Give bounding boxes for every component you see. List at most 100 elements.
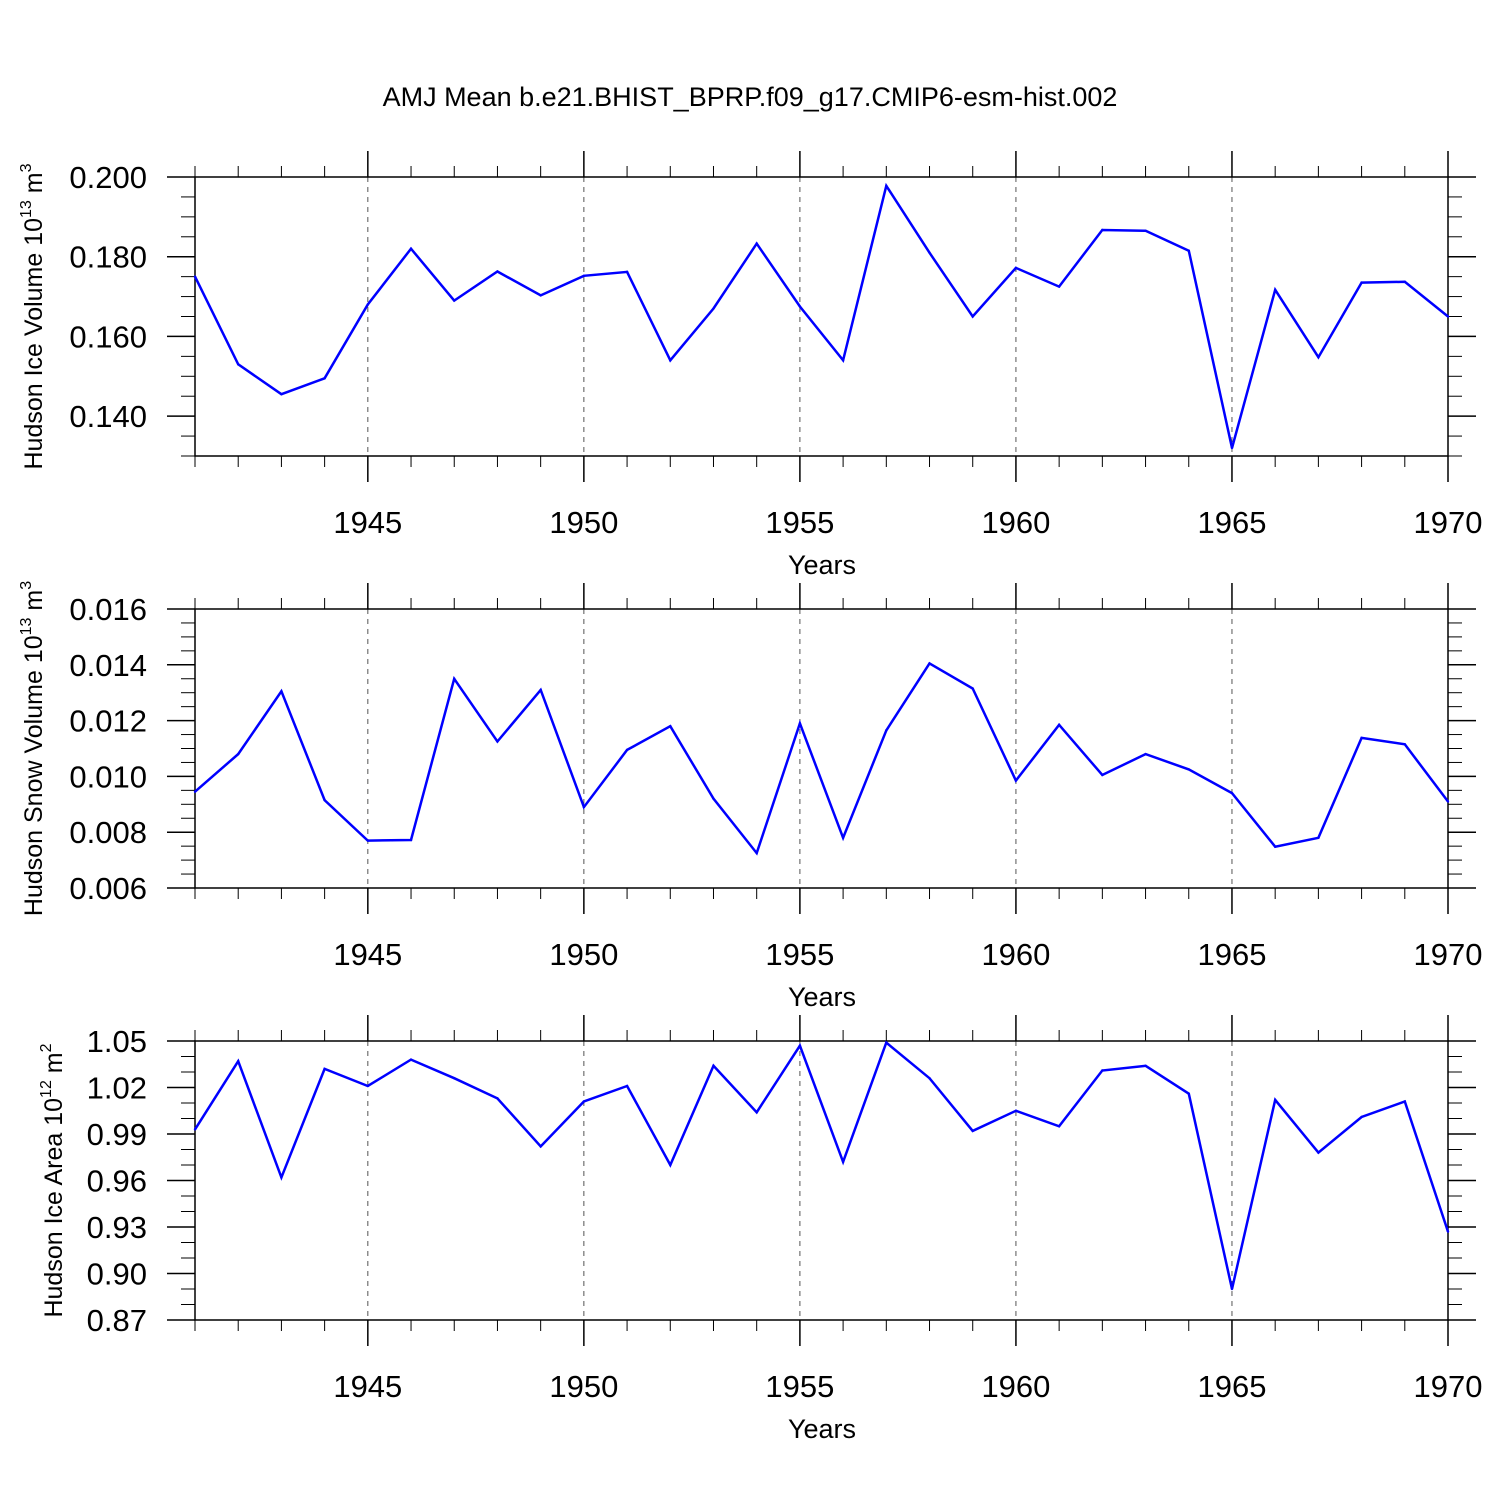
data-point: [1403, 280, 1406, 284]
x-tick-label: 1970: [1414, 505, 1483, 540]
data-point: [453, 299, 456, 302]
data-point: [755, 1111, 758, 1114]
plot-frame: [194, 608, 1449, 889]
data-point: [453, 1077, 456, 1080]
data-point: [193, 1128, 197, 1131]
x-tick-label: 1945: [333, 505, 402, 540]
data-point: [366, 1084, 370, 1088]
data-point: [1230, 446, 1234, 450]
y-axis-label: Hudson Ice Area 1012 m2: [38, 1043, 68, 1317]
data-point: [798, 305, 802, 308]
x-tick-label: 1960: [981, 1369, 1050, 1404]
x-tick-label: 1950: [549, 1369, 618, 1404]
data-point: [1403, 1100, 1406, 1103]
data-point: [582, 1100, 586, 1103]
data-point: [280, 1176, 283, 1179]
y-tick-label: 0.008: [69, 815, 147, 850]
data-point: [496, 1097, 499, 1100]
x-axis-label: Years: [788, 982, 856, 1012]
y-tick-label: 0.99: [87, 1117, 147, 1152]
x-tick-label: 1955: [765, 505, 834, 540]
data-point: [1101, 1069, 1104, 1072]
data-point: [669, 724, 672, 728]
data-point: [496, 740, 499, 743]
data-point: [798, 1044, 802, 1047]
x-tick-label: 1960: [981, 937, 1050, 972]
data-point: [409, 247, 413, 250]
data-point: [1014, 1109, 1018, 1112]
data-point: [1446, 800, 1450, 803]
plot-frame: [194, 176, 1449, 457]
y-tick-label: 0.160: [69, 319, 147, 354]
data-point: [1144, 229, 1147, 233]
data-point: [625, 748, 629, 752]
data-point: [1317, 355, 1320, 359]
x-tick-label: 1970: [1414, 1369, 1483, 1404]
data-point: [712, 1064, 715, 1068]
y-tick-label: 0.016: [69, 592, 147, 627]
y-axis-label: Hudson Snow Volume 1013 m3: [18, 581, 48, 916]
chart-panel-1: 0.140 0.160 0.180 0.200 1945 1950 1955 1960 1965…: [18, 151, 1482, 580]
data-point: [1446, 1230, 1450, 1233]
data-point: [712, 307, 715, 310]
data-point: [409, 1058, 413, 1061]
y-tick-label: 0.90: [87, 1257, 147, 1292]
data-point: [193, 790, 197, 793]
data-point: [1144, 752, 1147, 756]
data-point: [1187, 249, 1190, 252]
data-point: [323, 377, 326, 380]
data-point: [841, 1160, 845, 1164]
data-point: [237, 1059, 240, 1063]
x-axis-label: Years: [788, 550, 856, 580]
data-point: [366, 839, 370, 842]
x-axis-label: Years: [788, 1414, 856, 1444]
data-point: [625, 270, 629, 274]
x-tick-label: 1965: [1197, 1369, 1266, 1404]
data-point: [971, 315, 974, 318]
x-tick-label: 1950: [549, 937, 618, 972]
data-point: [323, 798, 326, 802]
data-point: [625, 1084, 629, 1088]
data-point: [928, 1077, 931, 1080]
data-point: [1317, 836, 1320, 839]
data-point: [971, 1129, 974, 1133]
x-tick-label: 1955: [765, 937, 834, 972]
data-point: [1273, 845, 1277, 848]
x-tick-label: 1950: [549, 505, 618, 540]
data-point: [971, 687, 974, 690]
data-point: [1101, 773, 1104, 777]
data-series-line: [193, 1040, 1450, 1290]
data-point: [539, 294, 542, 297]
figure-title: AMJ Mean b.e21.BHIST_BPRP.f09_g17.CMIP6-…: [383, 82, 1118, 112]
x-tick-label: 1965: [1197, 505, 1266, 540]
data-point: [928, 662, 931, 665]
data-point: [409, 838, 413, 842]
chart-panel-2: 0.006 0.008 0.010 0.012 0.014 0.016 1945 1950 19…: [18, 581, 1482, 1012]
x-tick-label: 1945: [333, 1369, 402, 1404]
y-tick-label: 0.180: [69, 240, 147, 275]
data-point: [1403, 743, 1406, 746]
y-tick-label: 0.200: [69, 160, 147, 195]
data-point: [1101, 228, 1104, 232]
data-point: [280, 690, 283, 693]
x-tick-label: 1955: [765, 1369, 834, 1404]
data-point: [1230, 1287, 1234, 1291]
data-point: [885, 1041, 888, 1044]
y-tick-label: 0.014: [69, 648, 147, 683]
chart-panel-3: 0.87 0.90 0.93 0.96 0.99 1.02 1.05 1945 1950 1955…: [38, 1015, 1482, 1444]
y-tick-label: 0.012: [69, 704, 147, 739]
data-point: [453, 677, 456, 680]
data-point: [1057, 285, 1061, 288]
data-point: [885, 729, 888, 732]
y-tick-label: 0.140: [69, 399, 147, 434]
data-series-line: [193, 182, 1449, 449]
data-point: [1187, 1092, 1190, 1095]
y-tick-label: 0.010: [69, 759, 147, 794]
data-point: [1014, 779, 1018, 782]
data-point: [496, 270, 499, 273]
y-tick-label: 1.05: [87, 1024, 147, 1059]
data-point: [1360, 736, 1363, 740]
x-tick-label: 1960: [981, 505, 1050, 540]
